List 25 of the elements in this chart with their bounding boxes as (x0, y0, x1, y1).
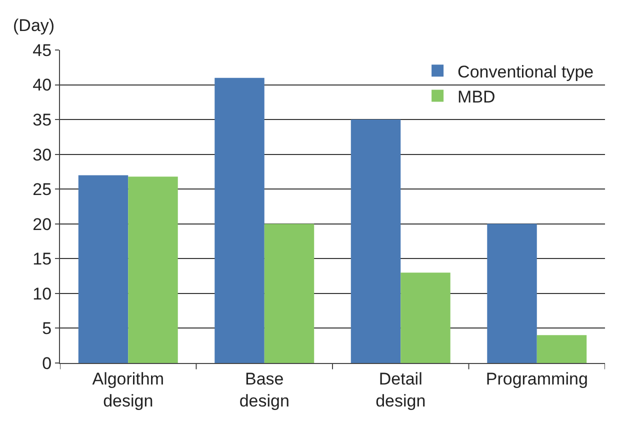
y-tick-label: 10 (32, 284, 52, 304)
legend-label: Conventional type (458, 62, 594, 82)
x-tick-label: Programming (486, 369, 588, 388)
y-tick-label: 5 (42, 319, 52, 338)
bar (264, 224, 314, 363)
y-tick-label: 25 (32, 180, 52, 200)
bar (128, 176, 178, 363)
x-tick-label: Base design (239, 369, 290, 410)
y-tick-label: 45 (32, 40, 52, 60)
y-tick-label: 0 (42, 354, 52, 373)
x-tick-label: Detail design (376, 369, 426, 410)
bar (350, 120, 401, 363)
bar (78, 175, 128, 363)
y-tick-label: 20 (32, 214, 52, 234)
x-tick-label: Algorithm design (92, 369, 164, 410)
y-tick-label: 35 (32, 110, 52, 130)
bar (536, 335, 587, 363)
y-axis-title: (Day) (13, 16, 55, 35)
bar (400, 272, 450, 363)
bar (487, 224, 537, 363)
y-tick-label: 40 (32, 76, 52, 95)
y-tick-label: 15 (32, 250, 52, 269)
legend-label: MBD (458, 87, 496, 106)
y-tick-label: 30 (32, 145, 52, 164)
bar (214, 78, 264, 363)
